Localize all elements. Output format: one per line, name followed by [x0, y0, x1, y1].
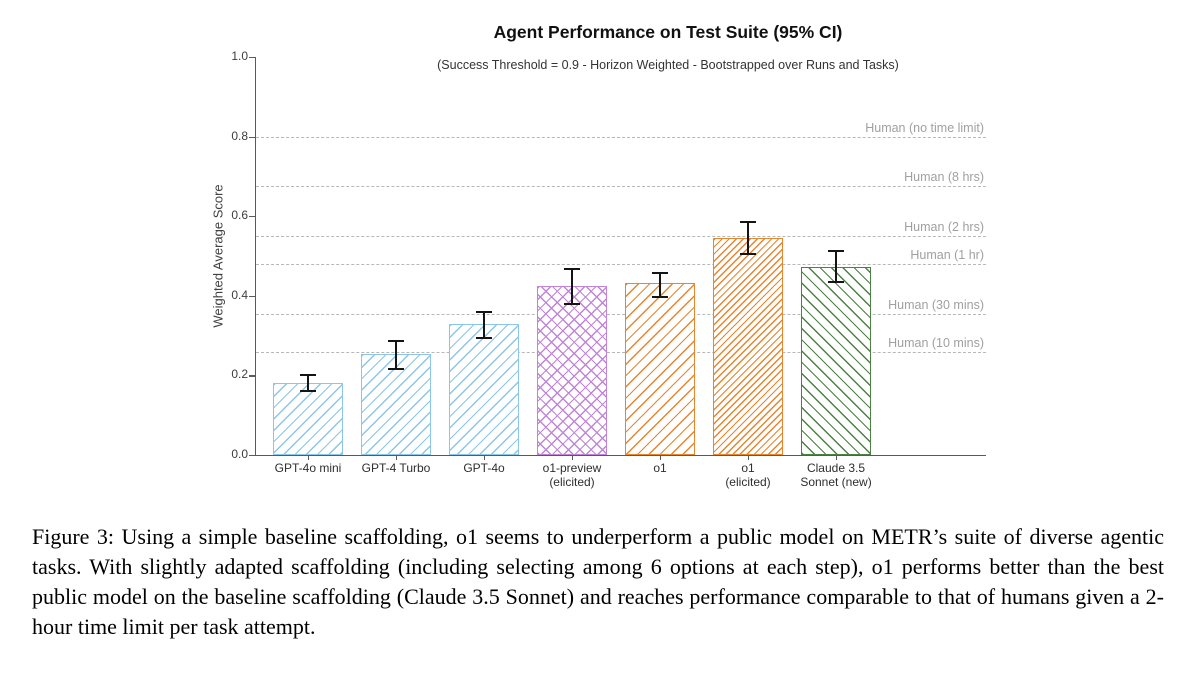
- x-tick-label-o1: o1 (elicited): [688, 461, 808, 489]
- y-axis-label: Weighted Average Score: [210, 184, 226, 328]
- x-tick-mark: [836, 455, 838, 460]
- error-cap-claude-3-5: [828, 280, 844, 283]
- x-tick-label-gpt-4o: GPT-4o: [424, 461, 544, 476]
- error-cap-o1-preview: [564, 302, 580, 305]
- bar-claude-3-5: [801, 267, 871, 455]
- reference-label-human-8-hrs: Human (8 hrs): [904, 170, 984, 185]
- y-tick-mark: [249, 375, 256, 377]
- x-tick-mark: [484, 455, 486, 460]
- reference-label-human-1-hr: Human (1 hr): [910, 247, 984, 262]
- y-tick-mark: [249, 455, 256, 457]
- y-tick-label: 0.6: [231, 208, 248, 223]
- error-bar-gpt-4o-mini: [307, 375, 309, 392]
- bar-o1: [625, 283, 695, 455]
- chart-subtitle: (Success Threshold = 0.9 - Horizon Weigh…: [437, 58, 899, 72]
- x-tick-label-line: o1-preview: [542, 461, 602, 475]
- reference-line-human-no-time-limit: [256, 136, 986, 138]
- x-tick-mark: [572, 455, 574, 460]
- figure-caption: Figure 3: Using a simple baseline scaffo…: [32, 524, 1164, 639]
- y-tick-label: 0.8: [231, 128, 248, 143]
- y-tick-label: 0.2: [231, 367, 248, 382]
- error-bar-o1-preview: [571, 268, 573, 304]
- error-cap-gpt-4o: [476, 310, 492, 313]
- x-tick-label-line: Sonnet (new): [800, 474, 872, 489]
- error-cap-o1: [740, 253, 756, 255]
- x-tick-mark: [308, 455, 310, 460]
- error-cap-o1: [740, 221, 756, 224]
- error-cap-gpt-4-turbo: [388, 368, 404, 371]
- x-tick-label-o1-preview: o1-preview (elicited): [512, 461, 632, 489]
- x-tick-mark: [396, 455, 398, 460]
- x-tick-mark: [660, 455, 662, 460]
- bar-gpt-4o-mini: [273, 383, 343, 455]
- error-cap-o1: [652, 271, 668, 274]
- reference-line-human-1-hr: [256, 263, 986, 265]
- error-bar-gpt-4-turbo: [395, 340, 397, 370]
- x-tick-label-line: GPT-4o mini: [274, 461, 342, 475]
- error-cap-gpt-4-turbo: [388, 339, 404, 342]
- bar-o1: [713, 238, 783, 455]
- bar-gpt-4o: [449, 324, 519, 455]
- plot-area: Human (no time limit) Human (8 hrs) Human …: [231, 49, 986, 488]
- reference-line-human-10-mins: [256, 351, 986, 353]
- error-cap-gpt-4o-mini: [300, 390, 316, 393]
- x-tick-label-o1: o1: [600, 461, 720, 476]
- x-tick-label-line: GPT-4o: [463, 461, 505, 475]
- x-tick-label-line: o1: [741, 461, 755, 475]
- y-tick-label: 0.4: [231, 287, 248, 302]
- reference-label-human-30-mins: Human (30 mins): [888, 297, 984, 312]
- y-tick-mark: [249, 136, 256, 138]
- error-cap-o1-preview: [564, 267, 580, 270]
- error-bar-gpt-4o: [483, 311, 485, 338]
- reference-label-human-no-time-limit: Human (no time limit): [865, 120, 984, 135]
- x-tick-label-gpt-4o-mini: GPT-4o mini: [248, 461, 368, 476]
- y-tick-label: 1.0: [231, 49, 248, 63]
- y-tick-mark: [249, 295, 256, 298]
- error-cap-o1: [652, 295, 668, 298]
- y-tick-mark: [249, 216, 256, 218]
- error-cap-gpt-4o-mini: [300, 374, 316, 377]
- y-tick-label: 0.0: [231, 447, 248, 461]
- reference-line-human-2-hrs: [256, 236, 986, 238]
- error-bar-claude-3-5: [835, 251, 837, 282]
- x-tick-mark: [748, 455, 750, 460]
- x-tick-label-line: o1: [653, 461, 667, 475]
- reference-label-human-10-mins: Human (10 mins): [888, 335, 984, 350]
- reference-line-human-30-mins: [256, 313, 986, 315]
- x-tick-label-line: Claude 3.5: [806, 461, 866, 475]
- y-tick-mark: [249, 57, 256, 59]
- chart-title: Agent Performance on Test Suite (95% CI): [493, 22, 843, 42]
- x-tick-label-line: GPT-4 Turbo: [361, 461, 431, 475]
- bar-o1-preview: [537, 285, 607, 455]
- error-bar-o1: [659, 272, 661, 297]
- x-tick-label-claude-3-5: Claude 3.5 Sonnet (new): [776, 461, 896, 489]
- reference-label-human-2-hrs: Human (2 hrs): [904, 220, 984, 235]
- x-tick-label-line: (elicited): [549, 474, 595, 489]
- bar-gpt-4-turbo: [361, 354, 431, 455]
- reference-line-human-8-hrs: [256, 186, 986, 188]
- error-bar-o1: [747, 222, 749, 254]
- x-tick-label-line: (elicited): [725, 474, 771, 489]
- error-cap-claude-3-5: [828, 250, 844, 253]
- error-cap-gpt-4o: [476, 336, 492, 339]
- x-tick-label-gpt-4-turbo: GPT-4 Turbo: [336, 461, 456, 476]
